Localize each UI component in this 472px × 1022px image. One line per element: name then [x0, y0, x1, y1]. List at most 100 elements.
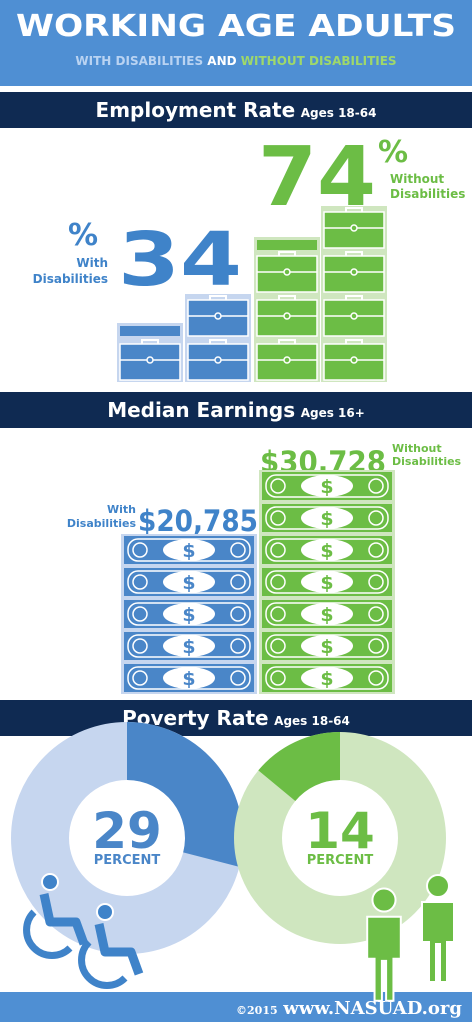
bill-dot — [132, 638, 148, 654]
briefcase-lock — [283, 356, 291, 364]
briefcase-lock — [214, 312, 222, 320]
donut-arc — [127, 722, 243, 867]
briefcase-lock — [283, 312, 291, 320]
bill-center — [301, 635, 353, 657]
bill-dot — [368, 542, 384, 558]
bill-dot — [270, 478, 286, 494]
bill-dot — [132, 670, 148, 686]
footer: ©2015 www.NASUAD.org — [236, 998, 462, 1019]
earnings-ages: Ages 16+ — [301, 406, 365, 420]
icon-head — [41, 873, 59, 891]
poverty-unit: PERCENT — [94, 853, 161, 868]
bill-center — [301, 507, 353, 529]
briefcase-lock — [350, 224, 358, 232]
poverty-ages: Ages 18-64 — [274, 714, 350, 728]
bill-dot — [368, 478, 384, 494]
bill-center — [163, 667, 215, 689]
employment-with-value: 34 — [118, 217, 242, 303]
bill-dot — [132, 574, 148, 590]
earnings-with-label: With — [107, 503, 136, 516]
earnings-with-value: $20,785 — [138, 504, 258, 538]
icon-body — [366, 915, 402, 1002]
bill-symbol: $ — [182, 636, 195, 658]
earnings-without-label: Disabilities — [392, 455, 462, 468]
subtitle-and: AND — [207, 54, 236, 68]
icon-head — [371, 887, 397, 913]
earnings-without-label: Without — [392, 442, 442, 455]
bill-center — [301, 603, 353, 625]
bill-center — [301, 539, 353, 561]
bill-dot — [270, 638, 286, 654]
icon-wheel — [78, 939, 128, 989]
bill-symbol: $ — [182, 668, 195, 690]
title: WORKING AGE ADULTS — [16, 9, 456, 44]
bill-symbol: $ — [182, 540, 195, 562]
bill-dot — [230, 606, 246, 622]
icon-body — [421, 901, 455, 983]
bill-symbol: $ — [182, 572, 195, 594]
bill-center — [163, 571, 215, 593]
section-bar — [0, 92, 472, 128]
bill-dot — [270, 542, 286, 558]
section-title: Employment Rate Ages 18-64 — [96, 98, 377, 122]
site: www.NASUAD.org — [282, 998, 462, 1019]
bill-dot — [368, 574, 384, 590]
poverty-unit: PERCENT — [307, 853, 374, 868]
employment-without-unit: % — [378, 135, 408, 170]
bill-dot — [270, 574, 286, 590]
briefcase-lock — [214, 356, 222, 364]
section-bar — [0, 392, 472, 428]
bill-center — [301, 475, 353, 497]
donut-arc — [258, 732, 340, 802]
employment-title: Employment Rate — [96, 98, 296, 122]
bill-symbol: $ — [320, 572, 333, 594]
bill-dot — [230, 574, 246, 590]
briefcase-lock — [283, 268, 291, 276]
bill-dot — [368, 638, 384, 654]
subtitle: WITH DISABILITIES AND WITHOUT DISABILITI… — [75, 54, 396, 68]
icon-wheel — [23, 909, 73, 959]
copyright: ©2015 — [236, 1004, 278, 1017]
bill-center — [163, 603, 215, 625]
bill-dot — [132, 542, 148, 558]
bill-dot — [230, 638, 246, 654]
bill-dot — [270, 510, 286, 526]
bill-symbol: $ — [320, 668, 333, 690]
subtitle-without: WITHOUT DISABILITIES — [241, 54, 397, 68]
bill-symbol: $ — [320, 476, 333, 498]
bill-dot — [270, 606, 286, 622]
briefcase-lock — [350, 268, 358, 276]
employment-with-label: Disabilities — [33, 272, 108, 286]
icon-head — [426, 874, 450, 898]
earnings-title: Median Earnings — [107, 398, 295, 422]
employment-with-label: With — [76, 256, 108, 270]
briefcase-lid — [257, 240, 317, 250]
bill-dot — [368, 510, 384, 526]
employment-without-label: Disabilities — [390, 187, 465, 201]
section-title: Poverty Rate Ages 18-64 — [122, 706, 350, 730]
bill-symbol: $ — [320, 540, 333, 562]
briefcase-lid — [120, 326, 180, 336]
bill-dot — [368, 606, 384, 622]
briefcase-lock — [350, 356, 358, 364]
poverty-value: 14 — [305, 802, 375, 860]
bill-dot — [132, 606, 148, 622]
icon-body — [94, 923, 144, 976]
briefcase-lock — [146, 356, 154, 364]
employment-with-unit: % — [68, 218, 98, 253]
bill-dot — [230, 670, 246, 686]
employment-ages: Ages 18-64 — [301, 106, 377, 120]
icon-head — [96, 903, 114, 921]
bill-symbol: $ — [320, 508, 333, 530]
bill-dot — [230, 542, 246, 558]
bill-center — [163, 539, 215, 561]
earnings-with-label: Disabilities — [67, 517, 137, 530]
bill-symbol: $ — [320, 604, 333, 626]
bill-symbol: $ — [320, 636, 333, 658]
subtitle-with: WITH DISABILITIES — [75, 54, 203, 68]
employment-without-label: Without — [390, 172, 444, 186]
bill-dot — [368, 670, 384, 686]
poverty-value: 29 — [92, 802, 162, 860]
bill-center — [163, 635, 215, 657]
